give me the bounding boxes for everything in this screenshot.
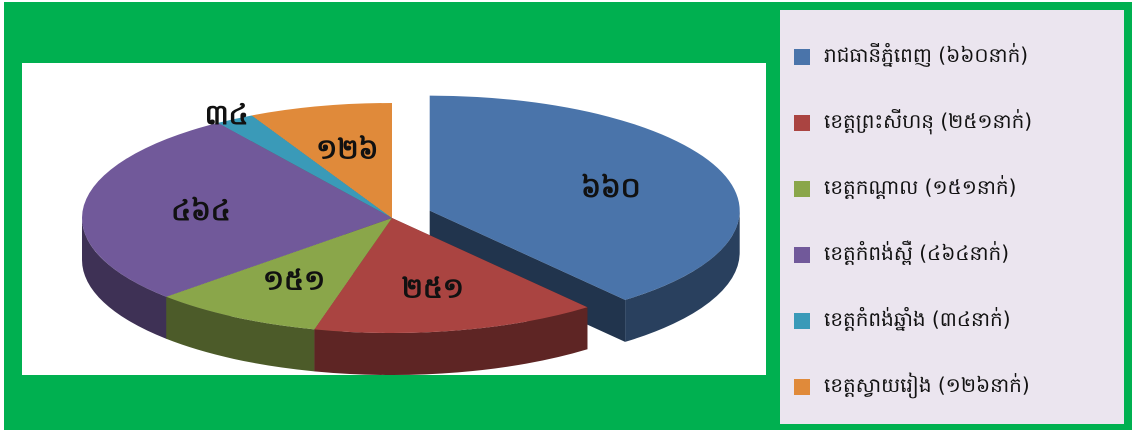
legend-swatch (794, 49, 810, 65)
legend-label: ខេត្តស្វាយរៀង (១២៦នាក់) (824, 373, 1030, 397)
legend-swatch (794, 115, 810, 131)
legend-item: ខេត្តកំពង់ឆ្នាំង (៣៤នាក់) (794, 288, 1124, 354)
pie-slice-rim (166, 296, 315, 372)
pie-slice-rim (625, 210, 740, 342)
legend-swatch (794, 247, 810, 263)
legend-label: ខេត្តព្រះសីហនុ (២៥១នាក់) (824, 109, 1033, 133)
plot-area: ៦៦០២៥១ ១៥១ ៤៦៤ ៣៤១២៦ (22, 63, 766, 375)
legend-swatch (794, 313, 810, 329)
pie-slice-rim (82, 218, 167, 339)
data-label-0: ៦៦០ (581, 171, 640, 204)
legend: រាជធានីភ្នំពេញ (៦៦០នាក់) ខេត្តព្រះសីហនុ (… (780, 10, 1124, 424)
legend-label: ខេត្តកណ្តាល (១៥១នាក់) (824, 175, 1017, 199)
pie-slice-5 (251, 103, 392, 218)
legend-swatch (794, 379, 810, 395)
data-label-4: ៣៤ (205, 98, 249, 131)
pie-slice-3 (82, 122, 393, 297)
pie-slice-1 (314, 218, 588, 333)
pie-slice-0 (429, 95, 740, 300)
data-label-1: ២៥១ (402, 272, 464, 305)
data-label-2: ១៥១ (263, 263, 325, 296)
data-label-3: ៤៦៤ (171, 194, 230, 227)
pie-slice-rim (314, 307, 588, 375)
data-label-5: ១២៦ (316, 133, 378, 166)
pie-slice-4 (217, 115, 392, 218)
legend-label: ខេត្តកំពង់ស្ពឺ (៤៦៤នាក់) (824, 241, 1010, 265)
legend-label: រាជធានីភ្នំពេញ (៦៦០នាក់) (824, 43, 1029, 67)
legend-label: ខេត្តកំពង់ឆ្នាំង (៣៤នាក់) (824, 307, 1011, 331)
legend-item: ខេត្តកំពង់ស្ពឺ (៤៦៤នាក់) (794, 222, 1124, 288)
legend-item: រាជធានីភ្នំពេញ (៦៦០នាក់) (794, 24, 1124, 90)
chart-frame: ៦៦០២៥១ ១៥១ ៤៦៤ ៣៤១២៦ រាជធានីភ្នំពេញ (៦៦០នាក… (4, 2, 1132, 430)
legend-swatch (794, 181, 810, 197)
legend-item: ខេត្តស្វាយរៀង (១២៦នាក់) (794, 354, 1124, 420)
legend-item: ខេត្តព្រះសីហនុ (២៥១នាក់) (794, 90, 1124, 156)
legend-item: ខេត្តកណ្តាល (១៥១នាក់) (794, 156, 1124, 222)
pie-slice-2 (166, 218, 392, 330)
